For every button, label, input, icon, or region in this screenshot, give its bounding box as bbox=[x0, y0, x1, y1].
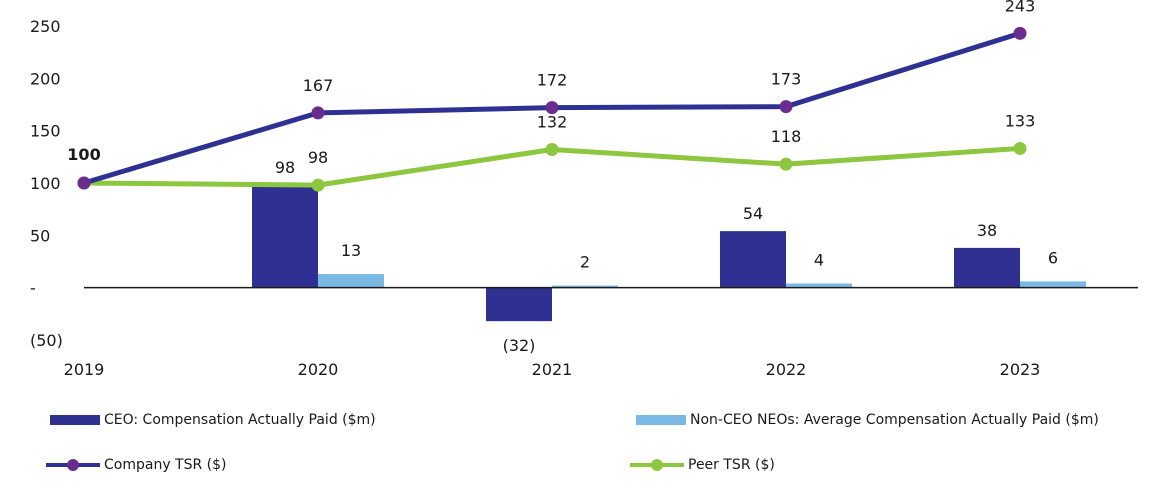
y-tick-label: - bbox=[30, 279, 36, 298]
peer-tsr-label: 133 bbox=[1005, 111, 1036, 130]
neo-bar-label: 2 bbox=[580, 253, 590, 272]
x-tick-label: 2019 bbox=[64, 360, 105, 379]
y-tick-label: 200 bbox=[30, 69, 61, 88]
chart: (50) - 50 100 150 200 250 2019 2020 2021 2022 2023 9… bbox=[30, 0, 1138, 379]
ceo-bar-label: 54 bbox=[743, 204, 763, 223]
ceo-bar-label: 38 bbox=[977, 221, 997, 240]
peer-tsr-label: 118 bbox=[771, 127, 802, 146]
ceo-bar bbox=[252, 185, 318, 288]
company-tsr-label: 173 bbox=[771, 70, 802, 89]
y-tick-label: 50 bbox=[30, 226, 50, 245]
x-tick-label: 2020 bbox=[298, 360, 339, 379]
neo-bar bbox=[786, 283, 852, 288]
legend-peer-swatch bbox=[630, 458, 684, 472]
legend-ceo-swatch bbox=[50, 415, 100, 425]
neo-bar-label: 13 bbox=[341, 241, 361, 260]
peer-tsr-point bbox=[779, 157, 793, 171]
peer-tsr-label: 98 bbox=[308, 148, 328, 167]
legend-neo-swatch bbox=[636, 415, 686, 425]
legend-company-label: Company TSR ($) bbox=[104, 457, 227, 473]
company-tsr-label: 243 bbox=[1005, 0, 1036, 15]
company-tsr-point bbox=[1013, 26, 1027, 40]
company-tsr-point bbox=[779, 100, 793, 114]
neo-bar-label: 4 bbox=[814, 250, 824, 269]
legend-ceo-label: CEO: Compensation Actually Paid ($m) bbox=[104, 412, 376, 428]
y-tick-label: 250 bbox=[30, 17, 61, 36]
neo-bar bbox=[318, 274, 384, 288]
x-tick-label: 2022 bbox=[766, 360, 807, 379]
peer-tsr-point bbox=[311, 178, 325, 192]
legend-ceo: CEO: Compensation Actually Paid ($m) bbox=[50, 412, 376, 428]
ceo-bar bbox=[954, 247, 1020, 288]
legend-company: Company TSR ($) bbox=[46, 457, 227, 473]
ceo-bar bbox=[720, 231, 786, 288]
x-tick-label: 2023 bbox=[1000, 360, 1041, 379]
neo-bar bbox=[1020, 281, 1086, 288]
company-tsr-label: 172 bbox=[537, 71, 568, 90]
neo-bar-label: 6 bbox=[1048, 248, 1058, 267]
legend-company-swatch bbox=[46, 458, 100, 472]
company-tsr-label: 100 bbox=[67, 145, 100, 164]
x-tick-label: 2021 bbox=[532, 360, 573, 379]
legend-neo-label: Non-CEO NEOs: Average Compensation Actua… bbox=[690, 412, 1099, 428]
neo-bar bbox=[552, 285, 618, 288]
legend-peer: Peer TSR ($) bbox=[630, 457, 775, 473]
ceo-bar bbox=[486, 287, 552, 322]
company-tsr-point bbox=[545, 101, 559, 115]
peer-tsr-point bbox=[545, 143, 559, 157]
company-tsr-label: 167 bbox=[303, 76, 334, 95]
y-tick-label: 100 bbox=[30, 174, 61, 193]
y-tick-label: (50) bbox=[30, 331, 63, 350]
legend-neo: Non-CEO NEOs: Average Compensation Actua… bbox=[636, 412, 1099, 428]
ceo-bar-label: (32) bbox=[503, 336, 536, 355]
company-tsr-point bbox=[77, 176, 91, 190]
y-tick-label: 150 bbox=[30, 122, 61, 141]
ceo-bar-label: 98 bbox=[275, 158, 295, 177]
peer-tsr-label: 132 bbox=[537, 113, 568, 132]
peer-tsr-point bbox=[1013, 141, 1027, 155]
legend-peer-label: Peer TSR ($) bbox=[688, 457, 775, 473]
company-tsr-point bbox=[311, 106, 325, 120]
